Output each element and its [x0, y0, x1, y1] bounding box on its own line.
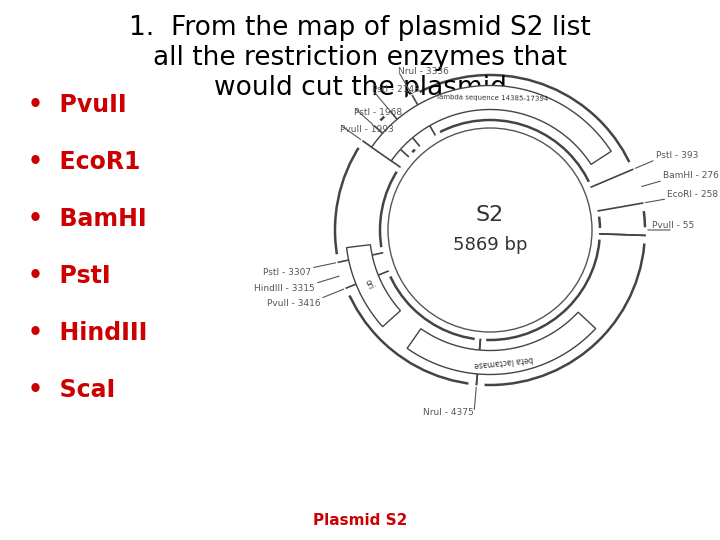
Wedge shape [468, 337, 486, 387]
Text: HindIII - 3315: HindIII - 3315 [254, 284, 315, 293]
Polygon shape [372, 85, 611, 164]
Text: EcoRI - 258: EcoRI - 258 [667, 190, 719, 199]
Text: would cut the plasmid: would cut the plasmid [214, 75, 506, 101]
Text: PstI - 393: PstI - 393 [656, 151, 698, 160]
Text: PvuII - 1993: PvuII - 1993 [340, 125, 394, 134]
Text: ori: ori [363, 279, 376, 292]
Text: •  BamHI: • BamHI [28, 207, 147, 231]
Text: PstI - 2148: PstI - 2148 [372, 85, 420, 94]
Text: •  PstI: • PstI [28, 264, 111, 288]
Text: Plasmid S2: Plasmid S2 [312, 513, 408, 528]
Wedge shape [587, 161, 646, 217]
Polygon shape [407, 312, 595, 375]
Text: NruI - 3336: NruI - 3336 [398, 67, 449, 76]
Text: PvuII - 3416: PvuII - 3416 [266, 299, 320, 308]
Text: PvuII - 55: PvuII - 55 [652, 221, 694, 230]
Circle shape [335, 75, 645, 385]
Text: BamHI - 276: BamHI - 276 [663, 171, 719, 180]
Polygon shape [346, 245, 400, 327]
Text: 5869 bp: 5869 bp [453, 236, 527, 254]
Text: lambda sequence 14385-17394: lambda sequence 14385-17394 [436, 93, 548, 102]
Circle shape [380, 120, 600, 340]
Wedge shape [383, 90, 441, 151]
Text: 1.  From the map of plasmid S2 list: 1. From the map of plasmid S2 list [129, 15, 591, 41]
Text: PstI - 1968: PstI - 1968 [354, 107, 402, 117]
Wedge shape [357, 119, 413, 173]
Text: PstI - 3307: PstI - 3307 [263, 268, 311, 277]
Text: •  PvuII: • PvuII [28, 93, 127, 117]
Text: NruI - 4375: NruI - 4375 [423, 408, 474, 417]
Text: beta lactamase: beta lactamase [474, 354, 534, 369]
Text: all the restriction enzymes that: all the restriction enzymes that [153, 45, 567, 71]
Wedge shape [335, 247, 392, 296]
Text: S2: S2 [476, 205, 504, 225]
Text: •  HindIII: • HindIII [28, 321, 148, 345]
Text: •  ScaI: • ScaI [28, 378, 115, 402]
Text: •  EcoR1: • EcoR1 [28, 150, 140, 174]
Wedge shape [598, 227, 647, 244]
